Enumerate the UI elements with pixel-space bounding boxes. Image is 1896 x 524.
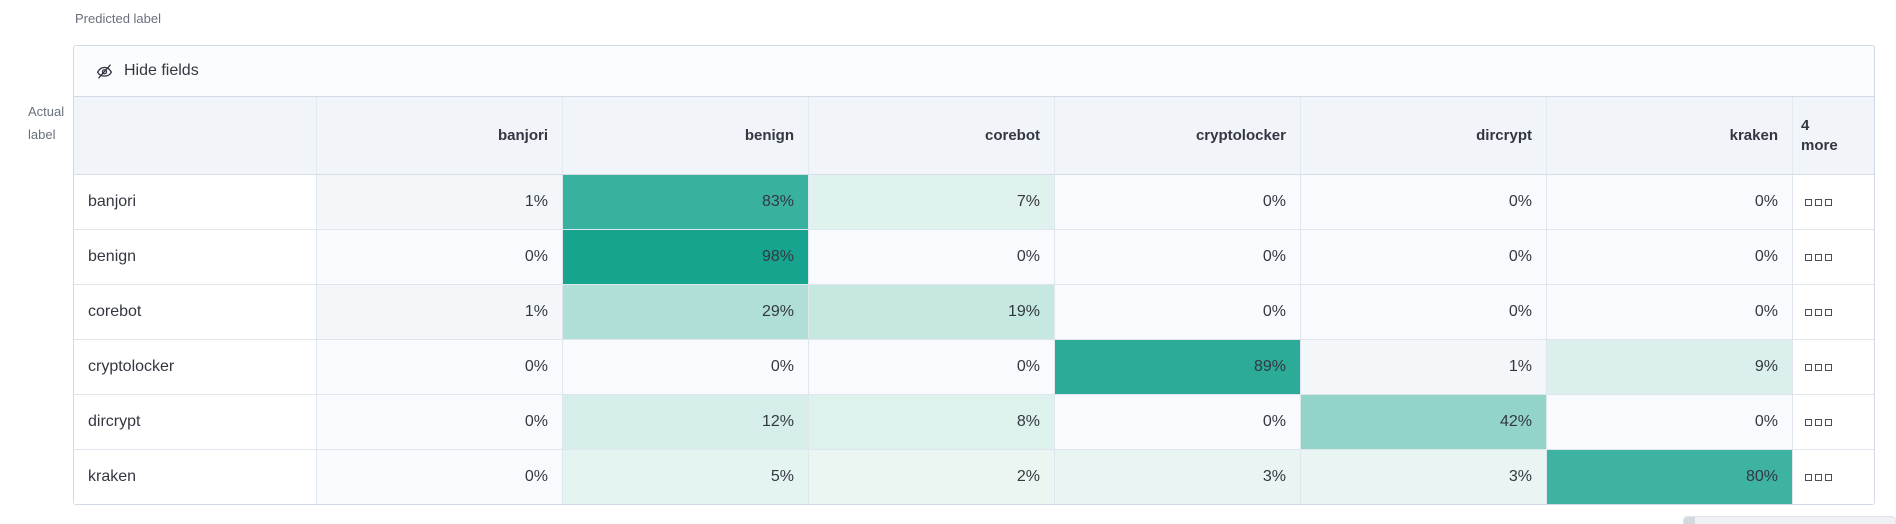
matrix-cell-cryptolocker-dircrypt: 1% bbox=[1301, 340, 1547, 394]
three-squares-icon bbox=[1805, 473, 1812, 481]
matrix-cell-benign-benign: 98% bbox=[563, 230, 809, 284]
three-squares-icon bbox=[1825, 308, 1832, 316]
matrix-row-corebot: corebot 1% 29% 19% 0% 0% 0% bbox=[74, 285, 1874, 340]
row-label: benign bbox=[74, 230, 317, 284]
matrix-cell-kraken-benign: 5% bbox=[563, 450, 809, 504]
three-squares-icon bbox=[1825, 363, 1832, 371]
more-values-indicator[interactable] bbox=[1793, 175, 1874, 229]
matrix-cell-cryptolocker-banjori: 0% bbox=[317, 340, 563, 394]
matrix-cell-banjori-cryptolocker: 0% bbox=[1055, 175, 1301, 229]
matrix-cell-dircrypt-dircrypt: 42% bbox=[1301, 395, 1547, 449]
matrix-cell-corebot-banjori: 1% bbox=[317, 285, 563, 339]
three-squares-icon bbox=[1815, 198, 1822, 206]
matrix-cell-cryptolocker-kraken: 9% bbox=[1547, 340, 1793, 394]
matrix-cell-benign-corebot: 0% bbox=[809, 230, 1055, 284]
matrix-cell-cryptolocker-corebot: 0% bbox=[809, 340, 1055, 394]
matrix-row-kraken: kraken 0% 5% 2% 3% 3% 80% bbox=[74, 450, 1874, 504]
matrix-cell-dircrypt-cryptolocker: 0% bbox=[1055, 395, 1301, 449]
matrix-cell-benign-cryptolocker: 0% bbox=[1055, 230, 1301, 284]
three-squares-icon bbox=[1815, 418, 1822, 426]
matrix-cell-dircrypt-banjori: 0% bbox=[317, 395, 563, 449]
matrix-cell-dircrypt-corebot: 8% bbox=[809, 395, 1055, 449]
column-header-more[interactable]: 4 more bbox=[1801, 116, 1838, 154]
matrix-cell-banjori-benign: 83% bbox=[563, 175, 809, 229]
matrix-cell-corebot-benign: 29% bbox=[563, 285, 809, 339]
three-squares-icon bbox=[1805, 253, 1812, 261]
matrix-cell-banjori-dircrypt: 0% bbox=[1301, 175, 1547, 229]
three-squares-icon bbox=[1825, 198, 1832, 206]
more-values-indicator[interactable] bbox=[1793, 230, 1874, 284]
eye-closed-icon bbox=[96, 63, 113, 79]
row-label: cryptolocker bbox=[74, 340, 317, 394]
three-squares-icon bbox=[1805, 198, 1812, 206]
matrix-cell-kraken-corebot: 2% bbox=[809, 450, 1055, 504]
matrix-cell-banjori-banjori: 1% bbox=[317, 175, 563, 229]
matrix-cell-dircrypt-kraken: 0% bbox=[1547, 395, 1793, 449]
more-values-indicator[interactable] bbox=[1793, 450, 1874, 504]
three-squares-icon bbox=[1815, 253, 1822, 261]
matrix-cell-kraken-banjori: 0% bbox=[317, 450, 563, 504]
three-squares-icon bbox=[1825, 253, 1832, 261]
three-squares-icon bbox=[1825, 473, 1832, 481]
matrix-cell-corebot-dircrypt: 0% bbox=[1301, 285, 1547, 339]
grid-corner-cell bbox=[74, 97, 317, 174]
confusion-matrix-grid: banjori benign corebot cryptolocker dircrypt… bbox=[74, 97, 1874, 504]
three-squares-icon bbox=[1805, 418, 1812, 426]
matrix-row-cryptolocker: cryptolocker 0% 0% 0% 89% 1% 9% bbox=[74, 340, 1874, 395]
matrix-cell-banjori-kraken: 0% bbox=[1547, 175, 1793, 229]
matrix-row-banjori: banjori 1% 83% 7% 0% 0% 0% bbox=[74, 175, 1874, 230]
matrix-cell-benign-dircrypt: 0% bbox=[1301, 230, 1547, 284]
matrix-row-dircrypt: dircrypt 0% 12% 8% 0% 42% 0% bbox=[74, 395, 1874, 450]
row-label: kraken bbox=[74, 450, 317, 504]
row-label: corebot bbox=[74, 285, 317, 339]
three-squares-icon bbox=[1815, 308, 1822, 316]
row-label: dircrypt bbox=[74, 395, 317, 449]
column-header-cryptolocker[interactable]: cryptolocker bbox=[1055, 97, 1301, 174]
matrix-cell-corebot-kraken: 0% bbox=[1547, 285, 1793, 339]
matrix-cell-banjori-corebot: 7% bbox=[809, 175, 1055, 229]
three-squares-icon bbox=[1805, 363, 1812, 371]
actual-label-line1: Actual bbox=[28, 104, 65, 119]
actual-label-line2: label bbox=[28, 127, 56, 142]
three-squares-icon bbox=[1815, 473, 1822, 481]
hide-fields-button[interactable]: Hide fields bbox=[74, 46, 1874, 97]
matrix-cell-dircrypt-benign: 12% bbox=[563, 395, 809, 449]
grid-header-row: banjori benign corebot cryptolocker dircrypt… bbox=[74, 97, 1874, 175]
scrollbar-thumb[interactable] bbox=[1684, 517, 1695, 524]
matrix-cell-benign-banjori: 0% bbox=[317, 230, 563, 284]
matrix-cell-corebot-corebot: 19% bbox=[809, 285, 1055, 339]
more-values-indicator[interactable] bbox=[1793, 285, 1874, 339]
matrix-cell-cryptolocker-cryptolocker: 89% bbox=[1055, 340, 1301, 394]
more-values-indicator[interactable] bbox=[1793, 340, 1874, 394]
column-header-dircrypt[interactable]: dircrypt bbox=[1301, 97, 1547, 174]
three-squares-icon bbox=[1805, 308, 1812, 316]
column-header-corebot[interactable]: corebot bbox=[809, 97, 1055, 174]
hide-fields-label: Hide fields bbox=[124, 62, 199, 79]
matrix-cell-benign-kraken: 0% bbox=[1547, 230, 1793, 284]
column-header-banjori[interactable]: banjori bbox=[317, 97, 563, 174]
three-squares-icon bbox=[1825, 418, 1832, 426]
actual-label-axis-title: Actual label bbox=[28, 100, 64, 146]
matrix-cell-cryptolocker-benign: 0% bbox=[563, 340, 809, 394]
column-header-kraken[interactable]: kraken bbox=[1547, 97, 1793, 174]
matrix-cell-corebot-cryptolocker: 0% bbox=[1055, 285, 1301, 339]
three-squares-icon bbox=[1815, 363, 1822, 371]
confusion-matrix-panel: Hide fields banjori benign corebot cryptolo… bbox=[73, 45, 1875, 505]
matrix-cell-kraken-dircrypt: 3% bbox=[1301, 450, 1547, 504]
predicted-label-axis-title: Predicted label bbox=[75, 11, 161, 26]
matrix-cell-kraken-cryptolocker: 3% bbox=[1055, 450, 1301, 504]
matrix-row-benign: benign 0% 98% 0% 0% 0% 0% bbox=[74, 230, 1874, 285]
more-values-indicator[interactable] bbox=[1793, 395, 1874, 449]
column-header-benign[interactable]: benign bbox=[563, 97, 809, 174]
horizontal-scrollbar[interactable] bbox=[1683, 516, 1896, 524]
row-label: banjori bbox=[74, 175, 317, 229]
matrix-cell-kraken-kraken: 80% bbox=[1547, 450, 1793, 504]
